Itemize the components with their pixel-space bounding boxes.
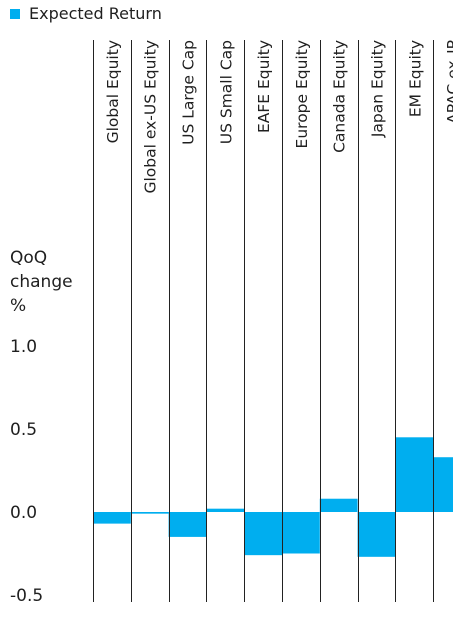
bar <box>282 512 320 554</box>
bar <box>244 512 282 556</box>
y-axis-ticks: 1.0 0.5 0.0 -0.5 <box>10 337 43 606</box>
bars <box>93 437 453 557</box>
y-axis-label-line-1: QoQ <box>10 248 47 268</box>
y-axis-label-line-2: change <box>10 272 73 292</box>
bar <box>319 498 358 512</box>
column-dividers <box>93 40 434 602</box>
y-axis-label: QoQ change % <box>10 248 73 316</box>
bar <box>168 512 207 537</box>
legend-swatch-expected-return <box>10 9 20 19</box>
bar <box>357 512 396 557</box>
legend-label-expected-return: Expected Return <box>29 4 162 23</box>
bar <box>93 512 131 524</box>
bar <box>206 508 245 512</box>
category-label: EM Equity <box>406 40 424 117</box>
category-label: US Large Cap <box>180 40 198 145</box>
category-label: Europe Equity <box>293 40 311 148</box>
category-label: Global Equity <box>104 40 122 143</box>
y-tick-label: -0.5 <box>10 586 43 606</box>
category-label: APAC ex-JP <box>444 40 453 124</box>
category-label: Global ex-US Equity <box>142 40 160 194</box>
category-label: Canada Equity <box>331 40 349 153</box>
y-axis-label-line-3: % <box>10 296 26 316</box>
y-tick-label: 1.0 <box>10 337 37 357</box>
y-tick-label: 0.0 <box>10 503 37 523</box>
y-tick-label: 0.5 <box>10 420 37 440</box>
category-label: EAFE Equity <box>255 40 273 133</box>
category-label: Japan Equity <box>369 40 387 138</box>
legend: Expected Return <box>10 4 162 23</box>
bar <box>130 512 169 514</box>
bar <box>433 457 453 512</box>
category-labels: Global Equity Global ex-US Equity US Large… <box>104 40 453 194</box>
bar <box>395 437 434 512</box>
category-label: US Small Cap <box>217 40 235 144</box>
